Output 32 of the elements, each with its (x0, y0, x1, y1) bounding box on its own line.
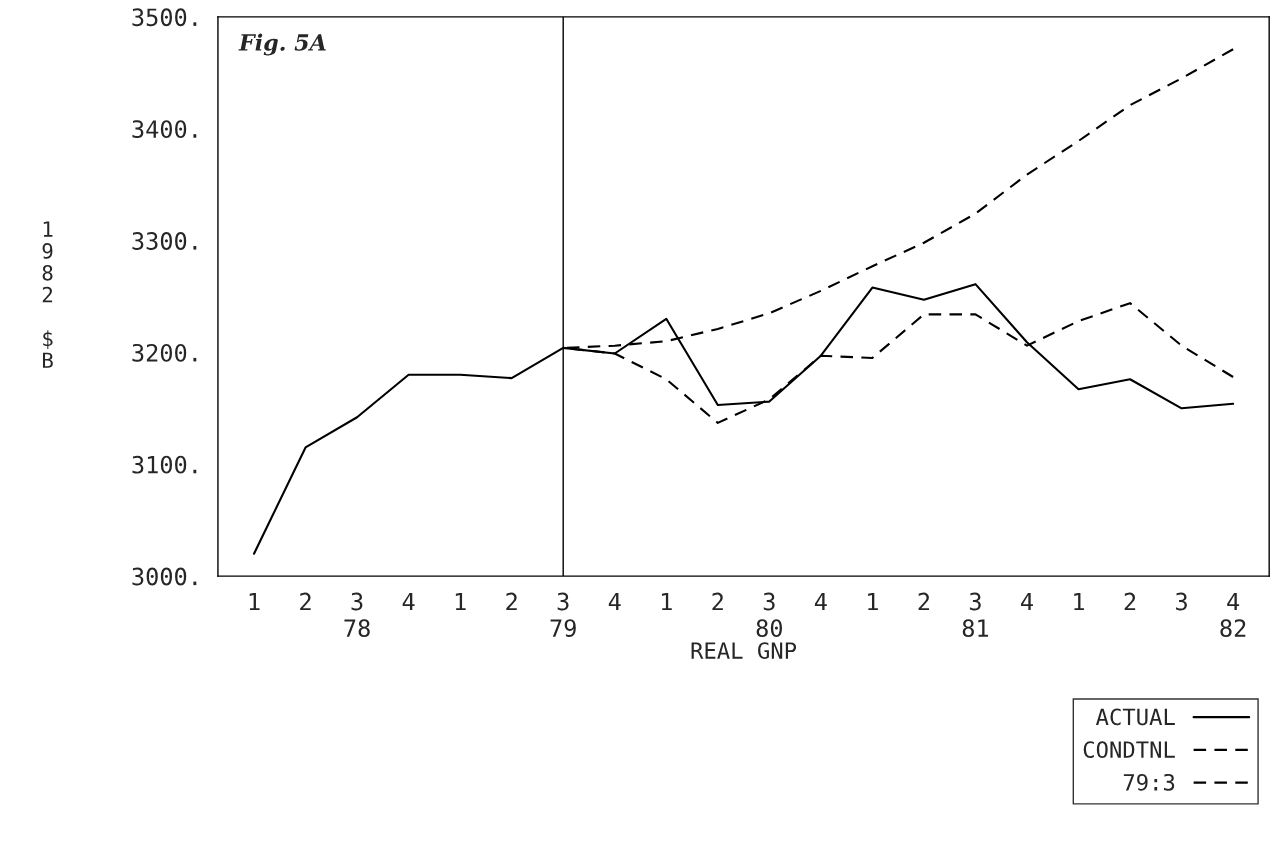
x-tick-label: 3 79 (550, 592, 576, 638)
legend-label: 79:3 (1123, 773, 1175, 791)
legend-label: ACTUAL (1095, 708, 1175, 726)
y-tick-label: 3500. (132, 8, 197, 27)
x-tick-label: 3 81 (962, 592, 989, 638)
x-tick-label: 4 (608, 592, 621, 611)
x-tick-label: 2 (918, 592, 930, 611)
x-tick-label: 4 (402, 592, 415, 611)
x-tick-label: 4 (1021, 592, 1033, 611)
legend-label: CONDTNL (1083, 741, 1175, 758)
x-tick-label: 3 78 (344, 592, 370, 638)
x-tick-label: 1 (455, 592, 466, 611)
x-tick-label: 4 (814, 592, 827, 611)
x-tick-label: 3 80 (756, 592, 783, 638)
x-tick-label: 2 (712, 592, 723, 611)
x-tick-label: 1 (1074, 592, 1085, 611)
x-tick-label: 1 (868, 592, 878, 611)
y-tick-label: 3300. (132, 232, 197, 250)
x-tick-label: 4 82 (1220, 592, 1246, 638)
y-tick-label: 3000. (132, 567, 197, 586)
y-tick-label: 3200. (132, 343, 197, 362)
x-tick-label: 3 (1176, 592, 1187, 611)
x-tick-label: 2 (506, 592, 517, 611)
x-tick-label: 2 (300, 592, 311, 611)
y-tick-label: 3400. (132, 120, 197, 139)
text: 1982 $B (42, 221, 53, 368)
x-tick-label: 2 (1124, 592, 1136, 611)
annotation: Fig. 5A (238, 33, 326, 56)
x-tick-label: 1 (661, 592, 672, 611)
x-tick-label: 1 (249, 592, 260, 611)
y-tick-label: 3100. (132, 455, 197, 474)
x-axis-title: REAL GNP (691, 642, 797, 659)
